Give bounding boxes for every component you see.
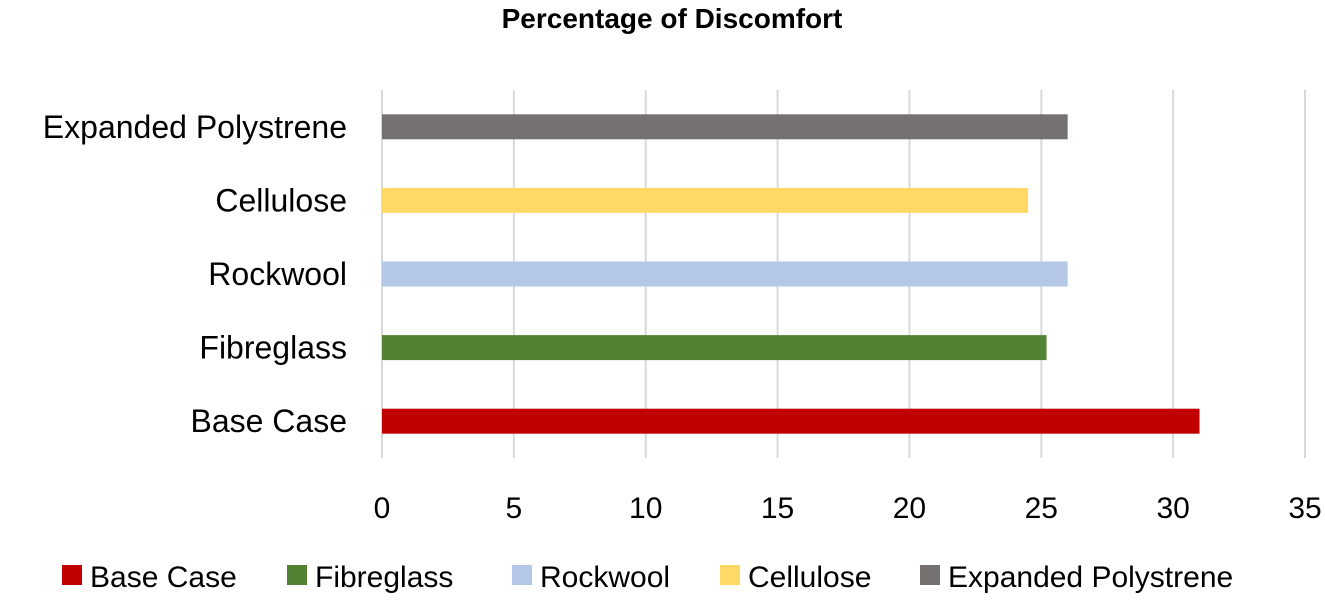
x-tick-label-15: 15 <box>761 492 794 525</box>
x-tick-label-25: 25 <box>1025 492 1058 525</box>
legend-swatch-rockwool <box>512 565 532 585</box>
legend-label-cellulose: Cellulose <box>748 561 871 594</box>
legend-label-expanded-polystrene: Expanded Polystrene <box>948 561 1233 594</box>
legend-label-base-case: Base Case <box>90 561 237 594</box>
category-label-expanded-polystrene: Expanded Polystrene <box>43 109 347 145</box>
bars <box>382 114 1200 434</box>
bar-expanded-polystrene <box>382 114 1068 140</box>
legend: Base Case Fibreglass Rockwool Cellulose Expa… <box>62 561 1233 594</box>
category-label-cellulose: Cellulose <box>215 182 347 218</box>
category-label-base-case: Base Case <box>190 403 347 439</box>
bar-fibreglass <box>382 335 1047 361</box>
x-tick-labels: 0 5 10 15 20 25 30 35 <box>374 492 1322 525</box>
x-tick-label-30: 30 <box>1156 492 1189 525</box>
x-tick-label-35: 35 <box>1288 492 1321 525</box>
x-tick-label-10: 10 <box>629 492 662 525</box>
chart-title: Percentage of Discomfort <box>502 3 843 34</box>
legend-label-rockwool: Rockwool <box>540 561 670 594</box>
x-tick-label-0: 0 <box>374 492 391 525</box>
x-tick-label-5: 5 <box>506 492 523 525</box>
category-labels: Base Case Fibreglass Rockwool Cellulose Expa… <box>43 109 347 439</box>
legend-swatch-fibreglass <box>287 565 307 585</box>
bar-rockwool <box>382 261 1068 287</box>
legend-swatch-expanded-polystrene <box>920 565 940 585</box>
legend-swatch-cellulose <box>720 565 740 585</box>
bar-cellulose <box>382 187 1029 213</box>
x-tick-label-20: 20 <box>893 492 926 525</box>
category-label-rockwool: Rockwool <box>208 256 347 292</box>
legend-label-fibreglass: Fibreglass <box>315 561 453 594</box>
category-label-fibreglass: Fibreglass <box>199 330 347 366</box>
legend-swatch-base-case <box>62 565 82 585</box>
bar-base-case <box>382 408 1200 434</box>
